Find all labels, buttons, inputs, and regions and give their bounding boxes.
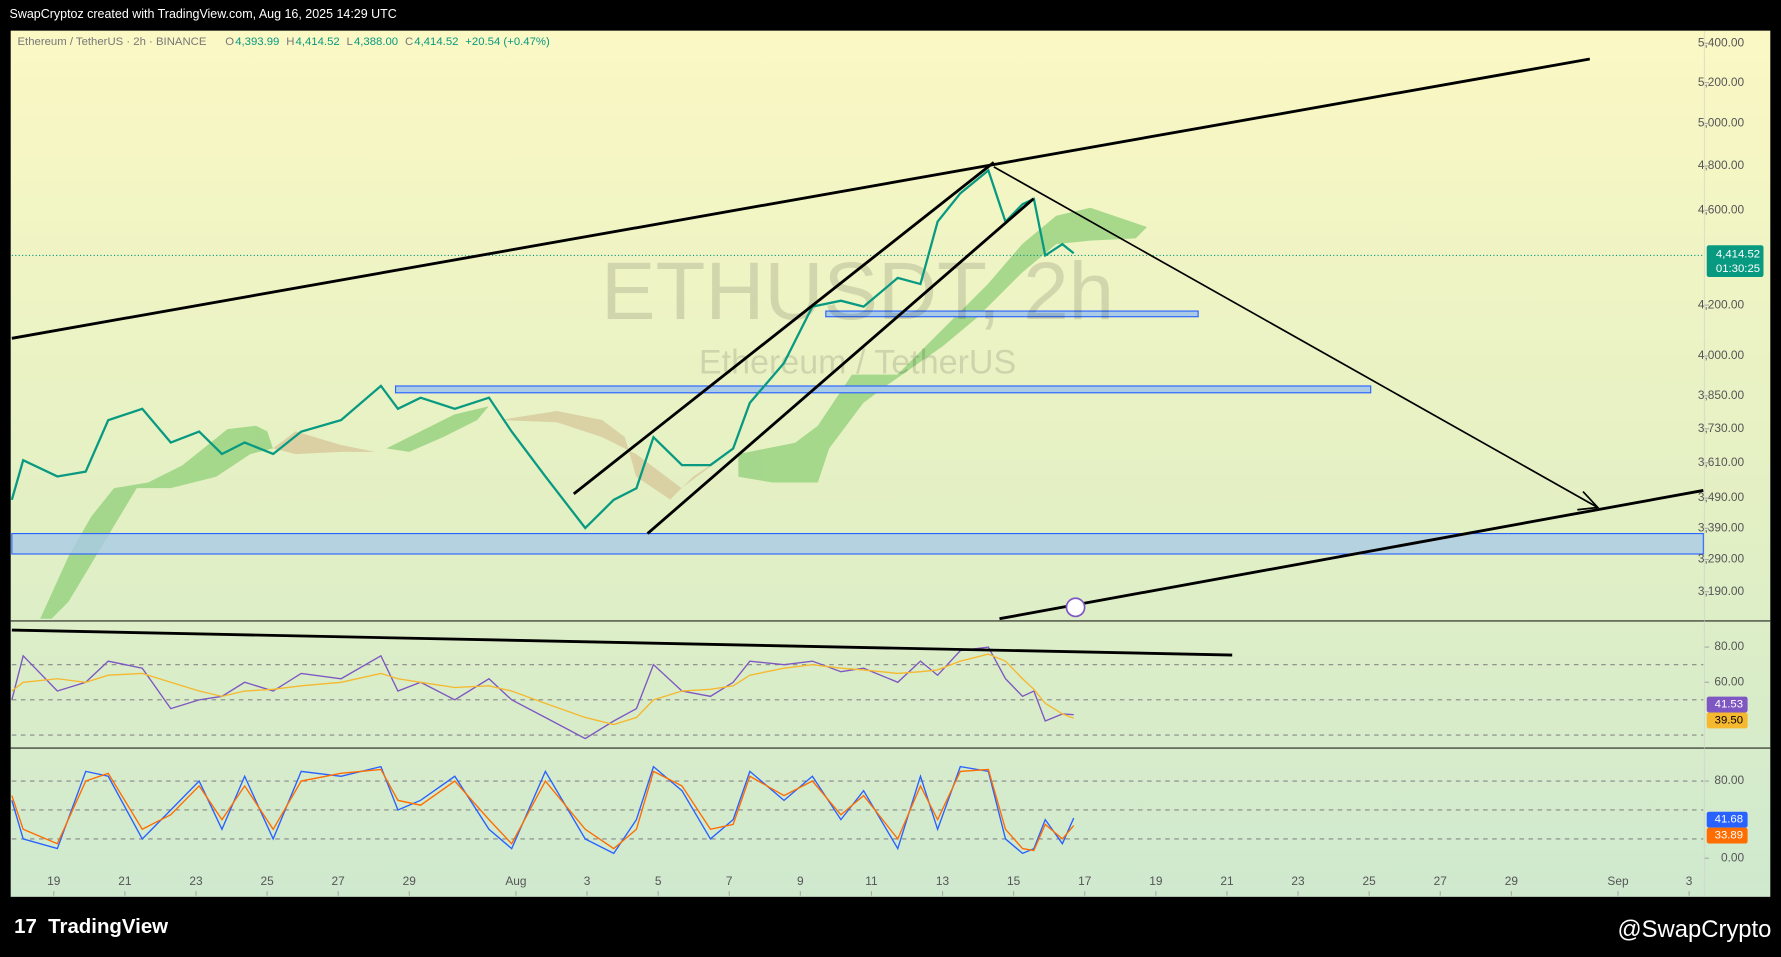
x-tick-label: 27 (1434, 874, 1448, 888)
y-tick-label: 4,200.00 (1698, 297, 1745, 311)
y-tick-label: 3,190.00 (1698, 584, 1745, 598)
y-tick-label: 80.00 (1714, 773, 1744, 787)
last-value-tag (1706, 811, 1748, 828)
y-tick-label: 3,850.00 (1698, 388, 1745, 402)
brand-logo-mark: 17 (14, 916, 37, 938)
change: +20.54 (+0.47%) (465, 36, 550, 48)
event-icon[interactable] (1065, 597, 1086, 618)
x-tick-label: 13 (936, 874, 950, 888)
last-value-tag (1706, 712, 1748, 729)
plot: 3,190.00 3,290.00 3,390.00 3,490.00 3,610.00… (10, 35, 1748, 896)
x-tick-label: 5 (655, 874, 662, 888)
x-tick-label: Aug (505, 874, 526, 888)
x-tick-label: 15 (1007, 874, 1021, 888)
x-tick-label: 29 (1505, 874, 1519, 888)
ohlc: O 4,393.99 H 4,414.52 L 4,388.00 C 4,414.52 +20.… (225, 36, 550, 48)
y-tick-label: 4,000.00 (1698, 348, 1745, 362)
x-tick-label: 23 (1291, 874, 1305, 888)
series-line (11, 765, 1075, 855)
x-tick-label: 3 (1686, 874, 1693, 888)
y-tick-label: 3,390.00 (1698, 520, 1745, 534)
ichimoku-cloud (40, 207, 1148, 619)
x-tick-label: 19 (47, 874, 61, 888)
ohlc-value: 4,414.52 (414, 36, 458, 48)
x-tick-label: 27 (332, 874, 346, 888)
y-tick-label: 0.00 (1721, 850, 1745, 864)
ohlc-value: 4,414.52 (296, 36, 340, 48)
x-tick-label: 11 (865, 874, 878, 888)
chart-area (10, 30, 1771, 897)
last-value-label: 33.89 (1715, 830, 1743, 842)
trendlines (11, 57, 1704, 657)
price-tag-price: 4,414.52 (1716, 248, 1760, 260)
brand: TradingView (48, 916, 168, 938)
last-value-label: 41.53 (1715, 699, 1743, 711)
y-tick-label: 3,290.00 (1698, 552, 1745, 566)
x-tick-label: 29 (403, 874, 417, 888)
zone (825, 310, 1199, 318)
last-value-label: 41.68 (1715, 814, 1743, 826)
price-tag (1706, 245, 1764, 277)
y-tick-label: 60.00 (1714, 674, 1744, 688)
watermark-name: Ethereum / TetherUS (699, 343, 1016, 381)
y-tick-label: 5,400.00 (1698, 35, 1745, 49)
ohlc-value: 4,393.99 (235, 36, 279, 48)
series-line (11, 768, 1075, 852)
x-tick-label: 9 (797, 874, 804, 888)
x-tick-label: 3 (584, 874, 591, 888)
y-tick-label: 80.00 (1714, 639, 1744, 653)
x-tick-label: 25 (1363, 874, 1377, 888)
y-tick-label: 3,610.00 (1698, 455, 1745, 469)
legend: Ethereum / TetherUS · 2h · BINANCE O 4,39… (18, 36, 550, 48)
x-tick-label: 7 (726, 874, 733, 888)
series-line (10, 168, 1075, 530)
x-tick-label: 23 (189, 874, 203, 888)
ohlc-value: 4,388.00 (354, 36, 398, 48)
ohlc-key: H (286, 36, 294, 48)
last-value-tag (1706, 827, 1748, 844)
ohlc-key: C (405, 36, 413, 48)
y-tick-label: 5,200.00 (1698, 75, 1745, 89)
last-value-label: 39.50 (1715, 714, 1743, 726)
y-tick-label: 4,800.00 (1698, 158, 1745, 172)
author: @SwapCrypto (1617, 916, 1771, 943)
credit: SwapCryptoz created with TradingView.com… (10, 7, 397, 21)
y-tick-label: 3,490.00 (1698, 490, 1745, 504)
symbol: Ethereum / TetherUS · 2h · BINANCE (18, 36, 207, 48)
x-tick-label: 25 (260, 874, 274, 888)
y-tick-label: 3,730.00 (1698, 421, 1745, 435)
support-zone (11, 532, 1704, 555)
zone (394, 385, 1372, 394)
y-tick-label: 4,600.00 (1698, 202, 1745, 216)
ohlc-key: O (225, 36, 234, 48)
ohlc-key: L (347, 36, 353, 48)
x-tick-label: 19 (1149, 874, 1163, 888)
last-value-tag (1706, 696, 1748, 713)
price-tag-countdown: 01:30:25 (1716, 263, 1760, 275)
x-tick-label: 21 (1220, 874, 1234, 888)
series-line (11, 653, 1074, 726)
x-tick-label: Sep (1607, 874, 1629, 888)
watermark-ticker: ETHUSDT, 2h (601, 246, 1114, 337)
y-tick-label: 5,000.00 (1698, 116, 1745, 130)
x-tick-label: 21 (118, 874, 132, 888)
x-tick-label: 17 (1078, 874, 1092, 888)
